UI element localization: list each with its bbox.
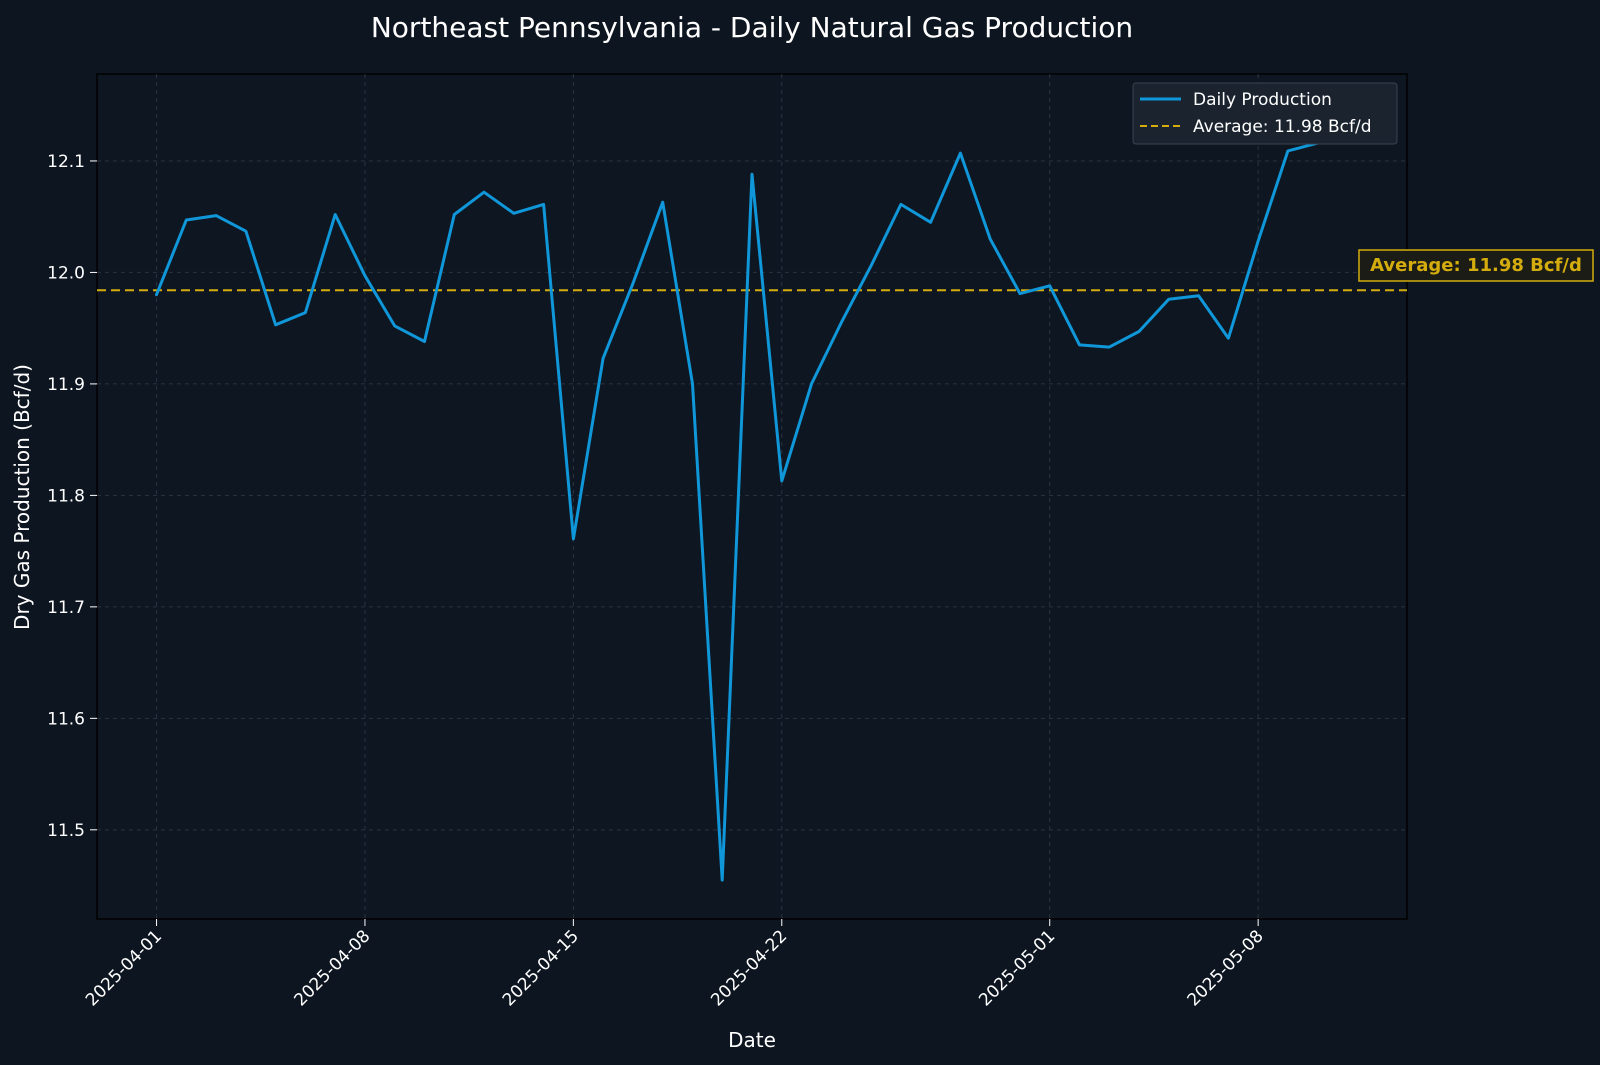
data-point — [512, 211, 516, 215]
data-point — [869, 264, 873, 268]
data-point — [155, 293, 159, 297]
data-point — [423, 340, 427, 344]
data-point — [244, 229, 248, 233]
data-point — [303, 311, 307, 315]
average-annotation: Average: 11.98 Bcf/d — [1358, 249, 1594, 282]
legend-label-average: Average: 11.98 Bcf/d — [1193, 117, 1372, 137]
data-point — [393, 324, 397, 328]
y-tick-label: 12.0 — [47, 263, 85, 283]
series-group — [155, 109, 1349, 882]
average-annotation-text: Average: 11.98 Bcf/d — [1370, 255, 1582, 276]
y-axis-label: Dry Gas Production (Bcf/d) — [10, 364, 34, 630]
data-point — [839, 321, 843, 325]
data-point — [1078, 343, 1082, 347]
data-point — [1048, 284, 1052, 288]
data-point — [1286, 149, 1290, 153]
data-point — [1167, 297, 1171, 301]
data-point — [750, 172, 754, 176]
y-tick-label: 11.7 — [47, 598, 85, 618]
data-point — [929, 220, 933, 224]
y-axis-ticks: 11.5 11.6 11.7 11.8 11.9 12.0 12.1 — [47, 152, 97, 841]
data-point — [988, 237, 992, 241]
data-point — [363, 274, 367, 278]
average-annotation-box — [1358, 249, 1594, 282]
data-point — [333, 212, 337, 216]
legend-box — [1132, 82, 1398, 145]
data-point — [571, 537, 575, 541]
grid-lines — [97, 74, 1407, 919]
data-point — [1107, 345, 1111, 349]
y-tick-label: 11.5 — [47, 821, 85, 841]
y-tick-label: 11.8 — [47, 486, 85, 506]
chart-title: Northeast Pennsylvania - Daily Natural G… — [371, 11, 1133, 44]
data-point — [690, 382, 694, 386]
data-point — [1256, 239, 1260, 243]
legend: Daily Production Average: 11.98 Bcf/d — [1132, 82, 1398, 145]
x-axis-label: Date — [728, 1028, 776, 1052]
series-line-daily-production — [155, 109, 1349, 882]
data-point — [1018, 292, 1022, 296]
data-point — [184, 218, 188, 222]
data-point — [542, 202, 546, 206]
plot-area — [96, 73, 1408, 920]
data-point — [899, 202, 903, 206]
data-point — [1137, 330, 1141, 334]
data-point — [452, 212, 456, 216]
data-point — [780, 479, 784, 483]
data-point — [720, 878, 724, 882]
legend-label-daily-production: Daily Production — [1193, 90, 1332, 110]
data-point — [482, 190, 486, 194]
y-tick-label: 11.9 — [47, 375, 85, 395]
y-tick-label: 12.1 — [47, 152, 85, 172]
data-point — [958, 151, 962, 155]
data-point — [601, 356, 605, 360]
data-point — [810, 382, 814, 386]
data-point — [1226, 336, 1230, 340]
data-point — [274, 323, 278, 327]
data-point — [1197, 294, 1201, 298]
data-point — [214, 214, 218, 218]
data-point — [661, 200, 665, 204]
y-tick-label: 11.6 — [47, 709, 85, 729]
data-point — [631, 282, 635, 286]
